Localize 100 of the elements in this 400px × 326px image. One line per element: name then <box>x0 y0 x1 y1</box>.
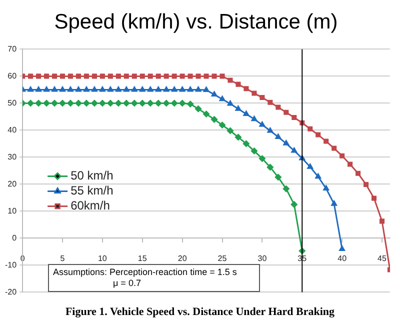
point <box>108 86 114 92</box>
point <box>251 116 258 122</box>
point <box>276 104 281 110</box>
point <box>67 100 74 106</box>
point <box>115 100 122 106</box>
point <box>155 100 162 106</box>
point <box>315 173 322 179</box>
point <box>266 164 274 170</box>
point <box>212 74 217 79</box>
point <box>275 134 282 139</box>
point <box>163 100 170 106</box>
point <box>107 100 114 106</box>
y-tick-label: 70 <box>8 44 18 54</box>
point <box>36 86 42 92</box>
point <box>60 74 66 79</box>
x-tick-label: 30 <box>258 254 268 264</box>
point <box>35 100 42 106</box>
y-tick-label: 10 <box>8 206 18 216</box>
point <box>100 74 105 79</box>
point <box>308 126 313 132</box>
legend-label: 55 km/h <box>70 184 114 198</box>
point <box>140 74 145 79</box>
point <box>179 100 186 106</box>
point <box>131 86 138 92</box>
point <box>195 86 202 92</box>
point <box>148 74 153 79</box>
point <box>356 170 361 176</box>
point <box>188 74 193 79</box>
point <box>139 86 146 92</box>
point <box>163 86 170 92</box>
point <box>83 100 90 106</box>
point <box>282 186 290 192</box>
point <box>339 246 345 251</box>
point <box>164 74 169 79</box>
point <box>332 146 337 151</box>
point <box>211 116 218 123</box>
point <box>211 91 218 97</box>
point <box>203 86 210 92</box>
point <box>131 100 138 106</box>
point <box>132 74 137 79</box>
point <box>100 86 106 92</box>
point <box>172 74 177 79</box>
x-tick-label: 20 <box>178 254 188 264</box>
point <box>316 132 321 138</box>
point <box>28 86 34 92</box>
y-tick-label: 50 <box>8 98 18 108</box>
point <box>268 100 273 105</box>
caption: Figure 1. Vehicle Speed vs. Distance Under Hard Braking <box>64 306 336 318</box>
point <box>27 100 34 106</box>
point <box>196 74 201 79</box>
annotation: Assumptions: Perception-reaction time = 1.5 s <box>53 267 238 278</box>
point <box>348 162 353 167</box>
point <box>68 86 74 92</box>
point <box>147 86 154 92</box>
legend-label: 60km/h <box>70 198 110 213</box>
point <box>28 74 34 79</box>
point <box>108 74 113 79</box>
point <box>187 86 194 92</box>
point <box>76 86 82 92</box>
point <box>51 100 58 106</box>
point <box>59 100 66 106</box>
point <box>116 86 122 92</box>
point <box>340 153 345 158</box>
point <box>244 86 249 92</box>
point <box>99 100 106 106</box>
point <box>179 86 186 92</box>
point <box>219 96 226 102</box>
point <box>290 201 298 208</box>
point <box>187 100 194 108</box>
point <box>156 74 161 79</box>
point <box>84 74 89 79</box>
point <box>242 140 250 147</box>
chart-title: Speed (km/h) vs. Distance (m) <box>54 10 338 34</box>
point <box>43 100 50 106</box>
point <box>372 196 377 201</box>
point <box>204 74 209 79</box>
point <box>219 122 226 128</box>
point <box>234 134 242 140</box>
point <box>243 110 250 116</box>
point <box>379 218 385 224</box>
point <box>260 95 265 100</box>
point <box>258 155 266 162</box>
y-tick-label: 30 <box>8 152 18 162</box>
point <box>226 127 234 134</box>
point <box>250 148 258 154</box>
x-tick-label: 45 <box>378 254 388 264</box>
y-tick-label: 60 <box>8 71 18 80</box>
point <box>227 100 234 106</box>
point <box>60 86 66 92</box>
point <box>123 100 130 106</box>
point <box>236 82 241 87</box>
point <box>323 185 330 191</box>
point <box>252 90 257 96</box>
legend-label: 50 km/h <box>70 168 114 183</box>
x-tick-label: 25 <box>218 254 228 264</box>
point <box>123 86 130 92</box>
point <box>180 74 185 79</box>
point <box>68 74 74 79</box>
point <box>84 86 90 92</box>
point <box>171 86 178 92</box>
